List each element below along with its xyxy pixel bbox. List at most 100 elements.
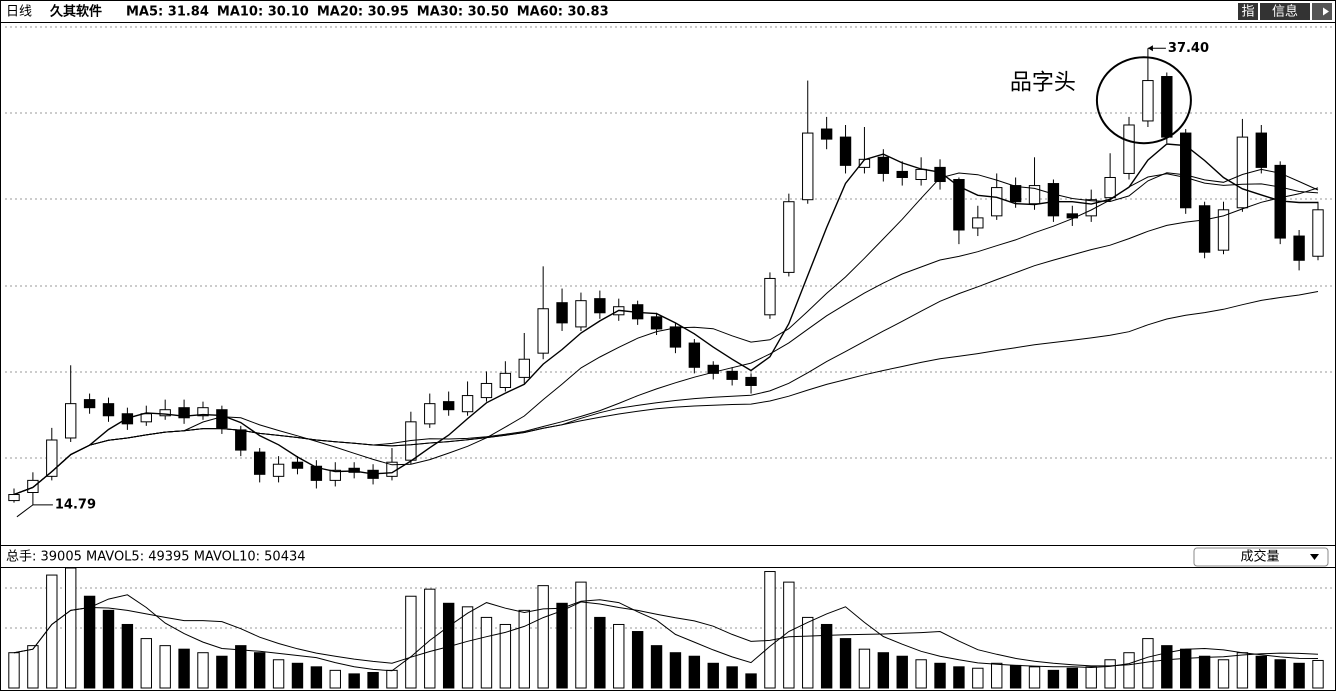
candle-body xyxy=(499,372,512,388)
low-arrow xyxy=(16,504,53,518)
candle-body xyxy=(537,308,549,354)
volume-bar xyxy=(1180,648,1192,689)
volume-bar xyxy=(594,616,606,689)
volume-bar xyxy=(613,623,625,689)
volume-bar xyxy=(972,667,984,689)
volume-bar xyxy=(858,648,871,689)
volume-bar xyxy=(783,581,795,689)
volume-bar xyxy=(1198,655,1211,689)
volume-bar xyxy=(934,662,946,689)
candle-body xyxy=(348,467,360,473)
volume-bar xyxy=(235,645,247,689)
info-button-text[interactable]: 信息 xyxy=(1272,4,1298,20)
candle-body xyxy=(83,399,96,409)
candle-body xyxy=(726,370,738,380)
volume-grid xyxy=(5,587,1332,629)
candle-body xyxy=(839,136,852,166)
ma-label: MA20: 30.95 xyxy=(317,5,409,20)
index-button[interactable] xyxy=(1238,3,1258,20)
candle-body xyxy=(820,128,833,140)
volume-bar xyxy=(461,606,474,689)
candle-body xyxy=(575,300,587,328)
candle-body xyxy=(480,382,493,399)
volume-bar xyxy=(669,652,682,689)
stock-name: 久其软件 xyxy=(50,4,102,20)
volume-bar xyxy=(348,673,360,689)
candle-body xyxy=(8,494,20,502)
candle-body xyxy=(953,179,965,231)
volume-bar xyxy=(1142,638,1154,689)
candle-body xyxy=(1047,183,1060,217)
volume-bar xyxy=(1009,664,1022,689)
ma-label: MA60: 30.83 xyxy=(517,5,609,20)
volume-bar xyxy=(1161,645,1173,689)
candle-body xyxy=(594,298,606,314)
low-label: 14.79 xyxy=(55,497,96,512)
volume-selector-text[interactable]: 成交量 xyxy=(1240,549,1279,565)
volume-bar xyxy=(877,652,890,689)
ma-labels: MA5: 31.84 MA10: 30.10 MA20: 30.95 MA30: 30… xyxy=(126,5,609,20)
candle-body xyxy=(64,403,77,439)
volume-bar xyxy=(121,623,134,689)
mavol-line xyxy=(13,594,1319,672)
volume-bar xyxy=(329,669,341,689)
volume-bar xyxy=(745,673,757,689)
volume-bar xyxy=(953,666,965,689)
candle-body xyxy=(1123,124,1135,174)
volume-bar xyxy=(1274,659,1286,689)
volume-bar xyxy=(291,662,304,689)
candle-body xyxy=(1104,176,1116,199)
candle-body xyxy=(896,170,908,178)
volume-bar xyxy=(802,616,814,689)
candle-body xyxy=(1028,185,1041,205)
ma-line xyxy=(13,291,1319,495)
volume-bar xyxy=(405,595,417,689)
volume-bar xyxy=(8,652,20,689)
candle-body xyxy=(216,409,228,429)
volume-bar xyxy=(46,574,58,689)
volume-bar xyxy=(631,631,644,689)
volume-bar xyxy=(140,638,152,689)
volume-bar xyxy=(1293,662,1305,689)
candle-body xyxy=(972,217,984,229)
volume-bar xyxy=(764,571,776,689)
arrow-icon xyxy=(1316,7,1329,16)
ma-label: MA30: 30.50 xyxy=(417,5,509,20)
candle-body xyxy=(27,479,39,493)
candle-body xyxy=(178,407,190,419)
candle-body xyxy=(688,342,701,368)
candle-body xyxy=(1009,185,1022,203)
high-arrow xyxy=(1147,45,1153,52)
candle-body xyxy=(46,439,58,477)
volume-bar xyxy=(1236,652,1249,689)
candle-body xyxy=(1236,136,1249,209)
candle-body xyxy=(1293,235,1305,261)
candle-body xyxy=(197,407,209,417)
candle-body xyxy=(1198,205,1211,253)
pattern-circle xyxy=(1095,56,1192,145)
volume-selector[interactable] xyxy=(1193,547,1329,567)
candle-body xyxy=(272,463,285,477)
volume-bar xyxy=(64,567,77,689)
candle-body xyxy=(1312,209,1324,257)
candle-body xyxy=(424,403,436,425)
volume-bar xyxy=(310,666,323,689)
volume-bar xyxy=(272,659,285,689)
candle-body xyxy=(310,465,323,481)
info-button[interactable] xyxy=(1260,3,1310,20)
candle-body xyxy=(1142,80,1154,122)
arrow-button[interactable] xyxy=(1312,3,1332,20)
volume-bar xyxy=(386,669,398,689)
candle-body xyxy=(783,201,795,273)
ma-line xyxy=(13,168,1319,495)
candle-body xyxy=(802,132,814,201)
volume-bar xyxy=(991,662,1003,689)
index-button-text[interactable]: 指 xyxy=(1241,5,1254,20)
candle-body xyxy=(1255,132,1268,168)
volume-bar xyxy=(216,655,228,689)
pattern-annotation: 品字头 xyxy=(1010,70,1076,95)
candle-body xyxy=(934,166,946,183)
candle-body xyxy=(253,451,266,475)
candle-body xyxy=(461,395,474,413)
